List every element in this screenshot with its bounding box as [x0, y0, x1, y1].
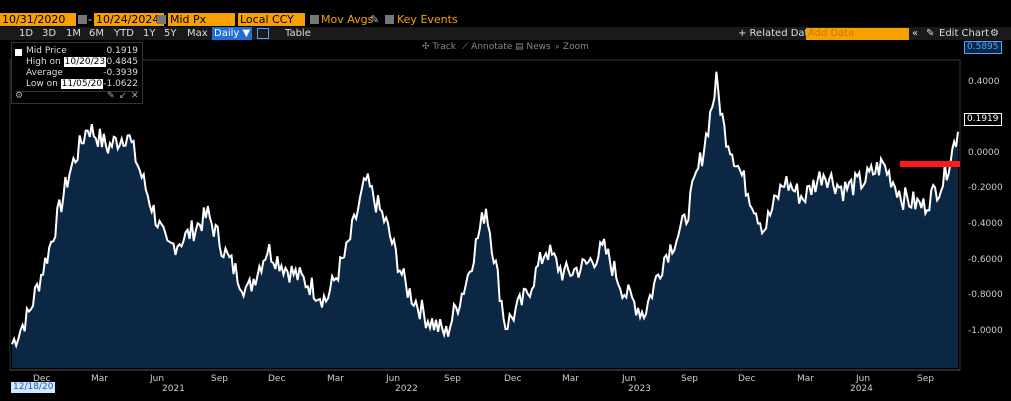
collapse-icon[interactable]: ↙: [119, 91, 127, 101]
calendar-icon[interactable]: [78, 15, 87, 24]
news-tool[interactable]: ▤ News: [515, 42, 551, 52]
x-year-label: 2024: [850, 384, 873, 394]
toolbar-row: [0, 27, 1011, 40]
x-month-label: Mar: [327, 374, 344, 384]
x-month-label: Mar: [562, 374, 579, 384]
period-1d[interactable]: 1D: [19, 28, 34, 39]
close-icon[interactable]: ✕: [131, 91, 139, 101]
start-date-marker: 12/18/20: [11, 382, 56, 393]
period-1m[interactable]: 1M: [66, 28, 81, 39]
y-tick: -1.0000: [968, 326, 1003, 336]
legend-label: Mid Price: [26, 46, 67, 56]
x-month-label: Sep: [917, 374, 934, 384]
mov-avgs-checkbox[interactable]: [310, 15, 319, 24]
x-month-label: Mar: [797, 374, 814, 384]
legend-label: Average: [26, 68, 63, 78]
legend-low-date: 11/05/20: [60, 79, 104, 89]
date-separator: -: [88, 13, 92, 26]
legend-label: High on 10/20/23: [26, 57, 107, 68]
news-label: News: [526, 42, 551, 52]
x-month-label: Sep: [444, 374, 461, 384]
x-month-label: Jun: [856, 374, 871, 384]
add-data-input[interactable]: Add Data: [806, 28, 909, 40]
collapse-icon[interactable]: «: [912, 28, 919, 39]
legend-label: Low on 11/05/20: [26, 79, 104, 90]
key-events-label[interactable]: Key Events: [397, 13, 458, 26]
settings-gear-icon[interactable]: ⚙: [990, 28, 999, 39]
top-bar: 10/31/2020 - 10/24/2024 Mid Px Local CCY…: [0, 0, 1011, 27]
period-5y[interactable]: 5Y: [164, 28, 177, 39]
zoom-label: Zoom: [562, 42, 589, 52]
x-month-label: Sep: [681, 374, 698, 384]
mov-avgs-label[interactable]: Mov Avgs: [321, 13, 374, 26]
chart-type-icon[interactable]: [257, 28, 269, 39]
legend-swatch: [15, 49, 22, 56]
pencil-icon[interactable]: ✎: [107, 91, 115, 101]
x-month-label: Dec: [33, 374, 51, 384]
legend-high-date: 10/20/23: [63, 57, 107, 67]
y-tick: -0.4000: [968, 219, 1003, 229]
price-chart: [9, 59, 961, 371]
x-year-label: 2022: [395, 384, 418, 394]
pencil-icon[interactable]: ✎: [370, 13, 380, 26]
chart-area[interactable]: [0, 40, 1011, 401]
x-year-label: 2021: [162, 384, 185, 394]
gear-icon[interactable]: ⚙: [15, 91, 24, 101]
key-events-checkbox[interactable]: [385, 15, 394, 24]
legend-high-label: High on: [26, 57, 61, 67]
frequency-dropdown[interactable]: Daily ▼: [212, 27, 252, 40]
x-month-label: Jun: [150, 374, 165, 384]
top-value-badge: 0.5895: [964, 41, 1002, 54]
edit-chart-button[interactable]: Edit Chart: [939, 28, 990, 39]
period-6m[interactable]: 6M: [89, 28, 104, 39]
x-month-label: Mar: [91, 374, 108, 384]
x-month-label: Jun: [622, 374, 637, 384]
zoom-tool[interactable]: ⌕ Zoom: [555, 42, 589, 52]
legend-value: 0.4845: [106, 57, 139, 67]
edit-chart-pencil-icon: ✎: [926, 28, 935, 39]
legend-toolbar: ⚙ ✎ ↙ ✕: [15, 91, 139, 102]
level-marker: [900, 161, 960, 167]
y-tick: 0.4000: [968, 77, 1000, 87]
annotate-tool[interactable]: ⟋ Annotate: [462, 42, 513, 52]
last-value-badge: 0.1919: [964, 113, 1002, 126]
x-year-label: 2023: [628, 384, 651, 394]
end-date-field[interactable]: 10/24/2024: [94, 13, 164, 26]
start-date-field[interactable]: 10/31/2020: [0, 13, 76, 26]
period-3d[interactable]: 3D: [42, 28, 57, 39]
related-data-button[interactable]: + Related Dat: [738, 28, 809, 39]
legend-low-label: Low on: [26, 79, 58, 89]
y-tick: 0.0000: [968, 148, 1000, 158]
period-max[interactable]: Max: [187, 28, 208, 39]
legend-value: -1.0622: [103, 79, 138, 89]
table-button[interactable]: Table: [285, 28, 311, 39]
period-1y[interactable]: 1Y: [143, 28, 156, 39]
frequency-label: Daily: [214, 28, 240, 39]
period-ytd[interactable]: YTD: [114, 28, 134, 39]
price-line: [11, 71, 959, 350]
annotate-label: Annotate: [471, 42, 513, 52]
currency-selector[interactable]: Local CCY: [238, 13, 305, 26]
y-tick: -0.6000: [968, 255, 1003, 265]
legend-value: -0.3939: [103, 68, 138, 78]
track-label: Track: [432, 42, 456, 52]
x-month-label: Dec: [738, 374, 756, 384]
y-tick: -0.8000: [968, 290, 1003, 300]
legend-panel[interactable]: Mid Price 0.1919 High on 10/20/23 0.4845…: [11, 42, 143, 104]
x-month-label: Dec: [268, 374, 286, 384]
legend-value: 0.1919: [106, 46, 139, 56]
track-tool[interactable]: ✣ Track: [422, 42, 456, 52]
chevron-down-icon: ▼: [242, 28, 251, 39]
y-tick: -0.2000: [968, 183, 1003, 193]
x-month-label: Jun: [386, 374, 401, 384]
field-selector[interactable]: Mid Px: [168, 13, 235, 26]
x-month-label: Dec: [504, 374, 522, 384]
calendar-icon-2[interactable]: [157, 15, 166, 24]
x-month-label: Sep: [211, 374, 228, 384]
